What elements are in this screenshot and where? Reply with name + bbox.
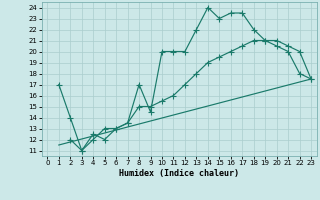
X-axis label: Humidex (Indice chaleur): Humidex (Indice chaleur) — [119, 169, 239, 178]
